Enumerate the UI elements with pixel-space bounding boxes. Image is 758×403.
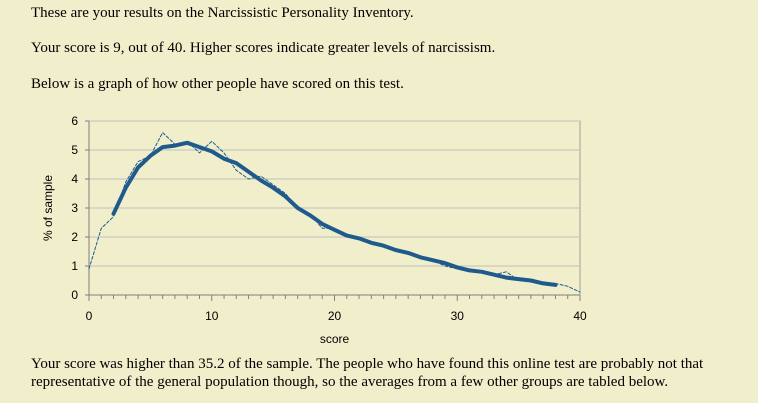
x-axis-ticks: 0 10 20 30 40 — [86, 121, 587, 323]
outro-paragraph: Your score was higher than 35.2 of the s… — [31, 356, 704, 390]
y-tick-label: 3 — [71, 201, 78, 215]
series-lines — [88, 132, 581, 293]
x-axis-label: score — [320, 332, 350, 346]
y-axis-ticks: 0 1 2 3 4 5 6 — [71, 114, 89, 302]
x-tick-label: 20 — [328, 309, 342, 323]
y-tick-label: 2 — [71, 230, 78, 244]
series-line-smoothed — [111, 140, 558, 287]
x-tick-label: 40 — [573, 309, 587, 323]
y-tick-label: 5 — [71, 143, 78, 157]
score-distribution-chart: 0 1 2 3 4 5 6 0 10 20 30 40 score % of sample — [41, 114, 587, 346]
intro-line-score: Your score is 9, out of 40. Higher score… — [31, 40, 496, 56]
y-tick-label: 6 — [71, 114, 78, 128]
intro-line-results: These are your results on the Narcissist… — [31, 5, 414, 21]
intro-line-graph: Below is a graph of how other people hav… — [31, 76, 404, 92]
x-tick-label: 10 — [205, 309, 219, 323]
y-axis-label: % of sample — [41, 175, 55, 241]
y-tick-label: 0 — [71, 288, 78, 302]
x-tick-label: 30 — [451, 309, 465, 323]
x-tick-label: 0 — [86, 309, 93, 323]
gridlines — [89, 120, 580, 267]
y-tick-label: 4 — [71, 172, 78, 186]
y-tick-label: 1 — [71, 259, 78, 273]
